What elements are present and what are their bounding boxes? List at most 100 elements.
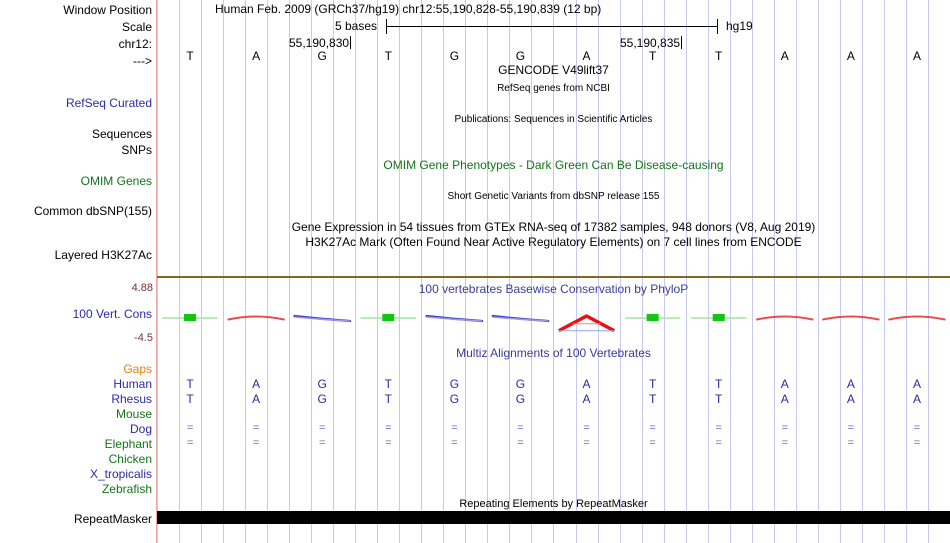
ruler-base: A: [912, 49, 921, 63]
multiz-row-label-chicken[interactable]: Chicken: [108, 452, 152, 466]
repeatmasker-title: Repeating Elements by RepeatMasker: [459, 498, 648, 510]
multiz-base: T: [384, 377, 392, 391]
ruler-base: G: [317, 49, 327, 63]
grid-line: [179, 0, 180, 543]
grid-line: [553, 0, 554, 543]
track-label-refseq-curated[interactable]: RefSeq Curated: [65, 96, 152, 110]
multiz-base: G: [317, 392, 327, 406]
grid-line: [465, 0, 466, 543]
multiz-row-label-gaps: Gaps: [123, 362, 152, 376]
multiz-row-label-zebrafish[interactable]: Zebrafish: [101, 482, 152, 496]
multiz-base: T: [384, 392, 392, 406]
ruler-base: A: [846, 49, 855, 63]
track-text-omim-phenotypes: OMIM Gene Phenotypes - Dark Green Can Be…: [383, 158, 724, 172]
grid-line: [531, 0, 532, 543]
multiz-row-label-x-tropicalis[interactable]: X_tropicalis: [89, 467, 152, 481]
track-label-repeatmasker[interactable]: RepeatMasker: [73, 512, 152, 526]
grid-line: [443, 0, 444, 543]
multiz-title: Multiz Alignments of 100 Vertebrates: [456, 346, 651, 360]
multiz-base: G: [449, 377, 460, 391]
conservation-base-mark: [491, 314, 550, 323]
grid-line: [664, 0, 665, 543]
scale-bases-label: 5 bases: [335, 19, 378, 33]
repeatmasker-bar[interactable]: [157, 511, 950, 524]
grid-line: [598, 0, 599, 543]
grid-line: [708, 0, 709, 543]
multiz-row-label-elephant[interactable]: Elephant: [104, 437, 152, 451]
track-canvas[interactable]: Human Feb. 2009 (GRCh37/hg19) chr12:55,1…: [157, 0, 950, 543]
conservation-base-mark: [425, 314, 484, 323]
grid-line: [884, 0, 885, 543]
grid-line: [730, 0, 731, 543]
conservation-phylop-plot[interactable]: [157, 278, 950, 350]
multiz-base: T: [648, 377, 657, 391]
conservation-base-mark: [888, 315, 946, 321]
ruler-base: T: [715, 49, 723, 63]
multiz-row-label-dog[interactable]: Dog: [129, 422, 152, 436]
ruler-base: G: [449, 49, 460, 63]
multiz-gap-mark: =: [847, 422, 855, 434]
track-text-gencode: GENCODE V49lift37: [498, 63, 609, 77]
conservation-base-mark: [227, 315, 285, 321]
multiz-gap-mark: =: [781, 437, 788, 449]
grid-line: [399, 0, 400, 543]
multiz-gap-mark: =: [186, 422, 194, 434]
conservation-base-mark: [360, 314, 417, 321]
grid-line: [686, 0, 687, 543]
label-track-divider: [156, 0, 157, 543]
multiz-row-label-human[interactable]: Human: [113, 377, 152, 391]
track-label-omim-genes[interactable]: OMIM Genes: [80, 174, 152, 188]
multiz-base: A: [252, 392, 261, 406]
multiz-base: G: [515, 392, 526, 406]
multiz-gap-mark: =: [517, 437, 524, 449]
multiz-gap-mark: =: [715, 422, 722, 434]
multiz-gap-mark: =: [385, 437, 392, 449]
grid-line: [201, 0, 202, 543]
multiz-base: G: [515, 377, 526, 391]
multiz-gap-mark: =: [649, 422, 656, 434]
scale-bar-right-tick: [717, 19, 718, 34]
track-label-common-dbsnp[interactable]: Common dbSNP(155): [33, 204, 152, 218]
grid-line: [576, 0, 577, 543]
ruler-base: T: [384, 49, 392, 63]
multiz-gap-mark: =: [781, 422, 788, 434]
track-label-snps[interactable]: SNPs: [121, 143, 152, 157]
multiz-gap-mark: =: [186, 437, 194, 449]
multiz-base: A: [846, 377, 855, 391]
track-label-layered-h3k27ac[interactable]: Layered H3K27Ac: [54, 248, 152, 262]
scale-bar-left-tick: [386, 19, 387, 34]
multiz-gap-mark: =: [517, 422, 524, 434]
grid-line: [289, 0, 290, 543]
multiz-gap-mark: =: [913, 437, 921, 449]
scale-label: Scale: [121, 20, 152, 34]
multiz-row-label-mouse[interactable]: Mouse: [115, 407, 152, 421]
track-label-column: Window Position Scale chr12: ---> RefSeq…: [0, 0, 156, 543]
ruler-base: A: [582, 49, 591, 63]
grid-line: [487, 0, 488, 543]
track-label-100-vert-cons[interactable]: 100 Vert. Cons: [72, 307, 152, 321]
scale-bar-line: [386, 26, 717, 27]
conservation-max-value: 4.88: [131, 282, 153, 294]
ruler-base: T: [186, 49, 194, 63]
multiz-gap-mark: =: [649, 437, 656, 449]
grid-line: [774, 0, 775, 543]
grid-line: [157, 0, 158, 543]
ruler-base: G: [515, 49, 526, 63]
multiz-gap-mark: =: [583, 437, 590, 449]
track-text-h3k27ac-mark: H3K27Ac Mark (Often Found Near Active Re…: [305, 235, 802, 249]
multiz-gap-mark: =: [715, 437, 722, 449]
multiz-gap-mark: =: [318, 422, 326, 434]
multiz-gap-mark: =: [318, 437, 326, 449]
coordinate-tick-right: [681, 36, 682, 49]
multiz-row-label-rhesus[interactable]: Rhesus: [111, 392, 152, 406]
multiz-gap-mark: =: [847, 437, 855, 449]
grid-line: [223, 0, 224, 543]
grid-line: [818, 0, 819, 543]
conservation-top-border: [157, 276, 950, 278]
grid-line: [377, 0, 378, 543]
track-label-sequences[interactable]: Sequences: [91, 127, 152, 141]
grid-line: [620, 0, 621, 543]
grid-line: [245, 0, 246, 543]
multiz-gap-mark: =: [385, 422, 392, 434]
